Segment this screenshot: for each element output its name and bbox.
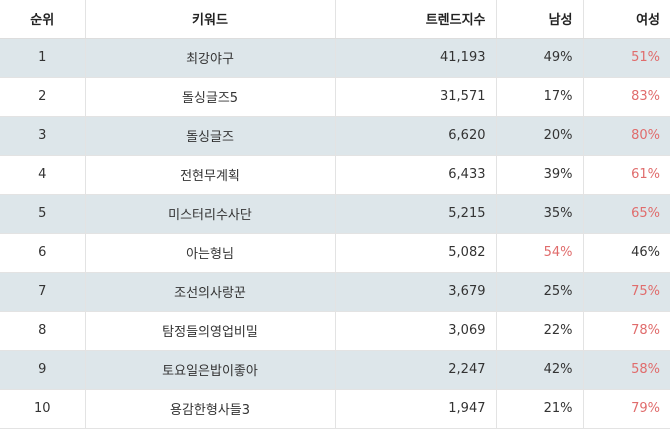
male-cell: 42% — [496, 350, 584, 390]
trend-index-cell: 2,247 — [335, 350, 497, 390]
female-cell: 46% — [583, 233, 670, 273]
keyword-cell: 돌싱글즈 — [85, 116, 336, 156]
female-cell: 61% — [583, 155, 670, 195]
keyword-cell: 최강야구 — [85, 38, 336, 78]
male-cell: 39% — [496, 155, 584, 195]
keyword-cell: 조선의사랑꾼 — [85, 272, 336, 312]
rank-cell: 8 — [0, 311, 86, 351]
female-cell: 78% — [583, 311, 670, 351]
male-cell: 20% — [496, 116, 584, 156]
rank-cell: 10 — [0, 389, 86, 429]
table-row: 7 조선의사랑꾼 3,679 25% 75% — [0, 272, 670, 312]
table-row: 6 아는형님 5,082 54% 46% — [0, 233, 670, 273]
table-row: 3 돌싱글즈 6,620 20% 80% — [0, 116, 670, 156]
keyword-cell: 전현무계획 — [85, 155, 336, 195]
keyword-cell: 미스터리수사단 — [85, 194, 336, 234]
trend-index-cell: 3,069 — [335, 311, 497, 351]
table-row: 8 탐정들의영업비밀 3,069 22% 78% — [0, 311, 670, 351]
table-row: 5 미스터리수사단 5,215 35% 65% — [0, 194, 670, 234]
rank-cell: 2 — [0, 77, 86, 117]
table-row: 2 돌싱글즈5 31,571 17% 83% — [0, 77, 670, 117]
trend-index-cell: 41,193 — [335, 38, 497, 78]
header-trend-index: 트렌드지수 — [335, 0, 497, 39]
keyword-cell: 용감한형사들3 — [85, 389, 336, 429]
keyword-cell: 돌싱글즈5 — [85, 77, 336, 117]
trend-index-cell: 6,433 — [335, 155, 497, 195]
trend-index-cell: 6,620 — [335, 116, 497, 156]
female-cell: 65% — [583, 194, 670, 234]
female-cell: 79% — [583, 389, 670, 429]
male-cell: 35% — [496, 194, 584, 234]
table-row: 9 토요일은밥이좋아 2,247 42% 58% — [0, 350, 670, 390]
keyword-cell: 아는형님 — [85, 233, 336, 273]
rank-cell: 9 — [0, 350, 86, 390]
female-cell: 83% — [583, 77, 670, 117]
male-cell: 54% — [496, 233, 584, 273]
female-cell: 75% — [583, 272, 670, 312]
header-male: 남성 — [496, 0, 584, 39]
male-cell: 17% — [496, 77, 584, 117]
male-cell: 21% — [496, 389, 584, 429]
male-cell: 49% — [496, 38, 584, 78]
header-keyword: 키워드 — [85, 0, 336, 39]
keyword-cell: 탐정들의영업비밀 — [85, 311, 336, 351]
male-cell: 25% — [496, 272, 584, 312]
trend-index-cell: 3,679 — [335, 272, 497, 312]
trend-index-cell: 5,215 — [335, 194, 497, 234]
table-row: 4 전현무계획 6,433 39% 61% — [0, 155, 670, 195]
rank-cell: 3 — [0, 116, 86, 156]
rank-cell: 4 — [0, 155, 86, 195]
rank-cell: 6 — [0, 233, 86, 273]
header-female: 여성 — [583, 0, 670, 39]
table-body: 1 최강야구 41,193 49% 51% 2 돌싱글즈5 31,571 17% 83% 3 돌싱글즈… — [0, 38, 670, 429]
header-row: 순위 키워드 트렌드지수 남성 여성 — [0, 0, 670, 39]
header-rank: 순위 — [0, 0, 86, 39]
trend-index-cell: 31,571 — [335, 77, 497, 117]
rank-cell: 5 — [0, 194, 86, 234]
rank-cell: 1 — [0, 38, 86, 78]
table-row: 10 용감한형사들3 1,947 21% 79% — [0, 389, 670, 429]
trend-index-cell: 1,947 — [335, 389, 497, 429]
male-cell: 22% — [496, 311, 584, 351]
female-cell: 58% — [583, 350, 670, 390]
keyword-cell: 토요일은밥이좋아 — [85, 350, 336, 390]
female-cell: 80% — [583, 116, 670, 156]
rank-cell: 7 — [0, 272, 86, 312]
trend-index-cell: 5,082 — [335, 233, 497, 273]
female-cell: 51% — [583, 38, 670, 78]
table-row: 1 최강야구 41,193 49% 51% — [0, 38, 670, 78]
